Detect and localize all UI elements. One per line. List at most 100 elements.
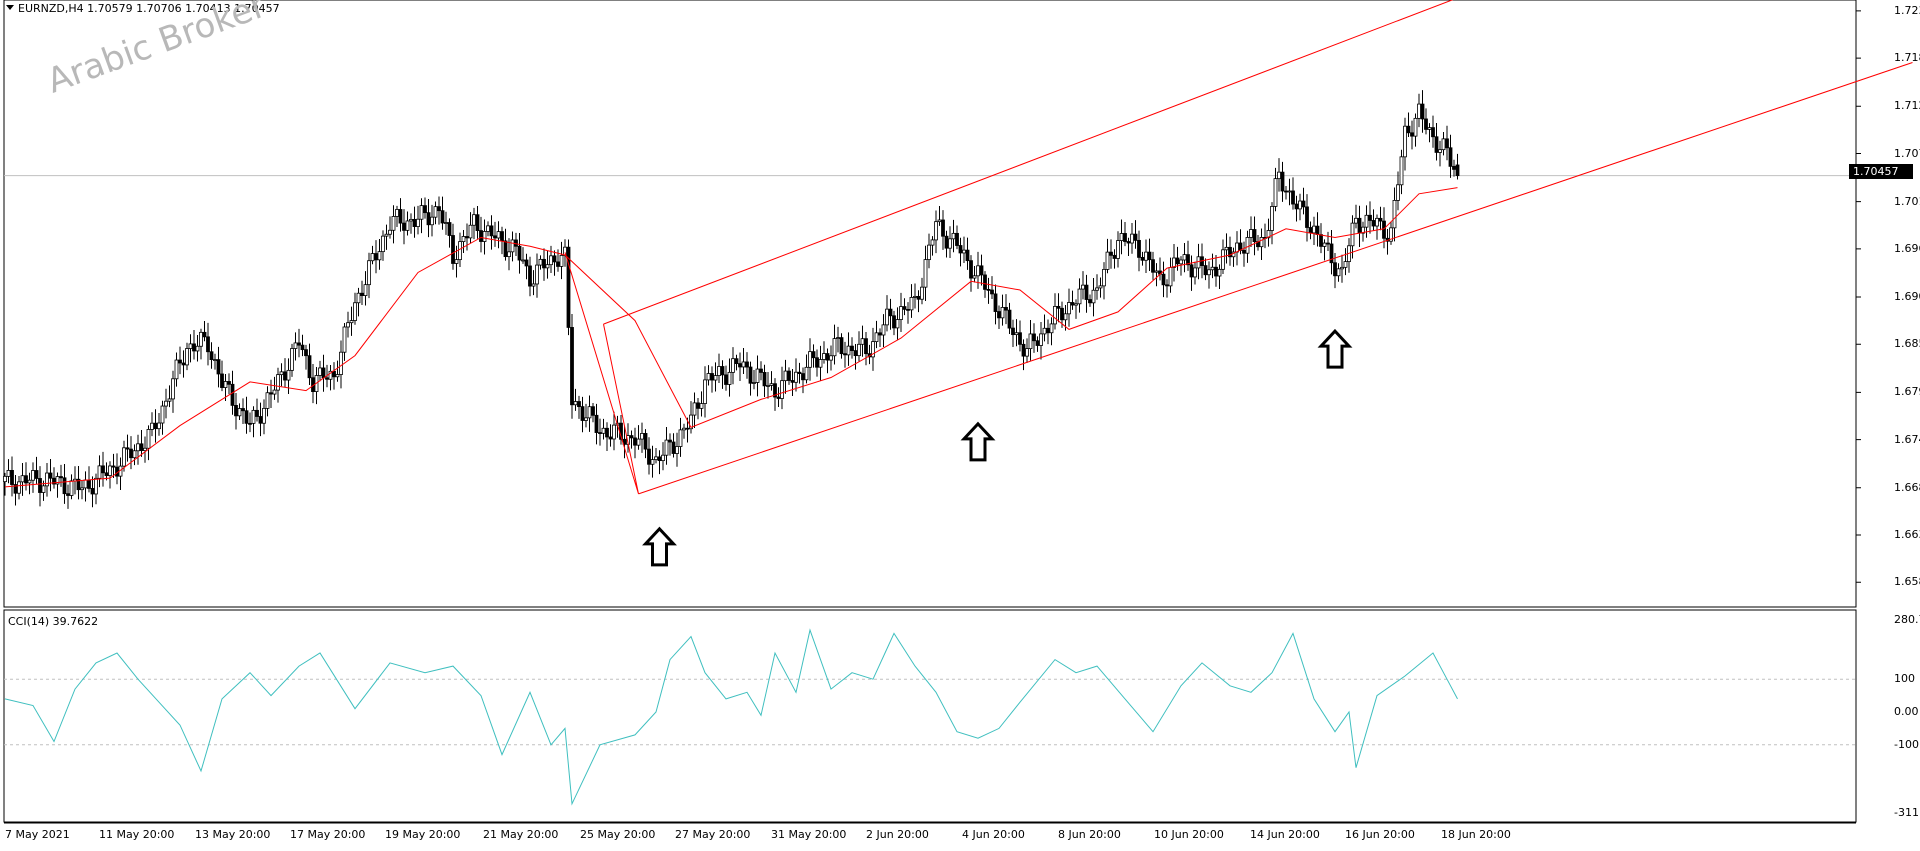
time-tick-label: 27 May 20:00 [675, 828, 751, 841]
candle [1207, 261, 1211, 289]
candle [920, 277, 924, 305]
candle [755, 355, 760, 397]
candle [997, 305, 1001, 329]
candle [1214, 255, 1218, 287]
candle [1042, 314, 1047, 342]
candle [1396, 171, 1400, 211]
candle [1011, 319, 1015, 348]
candle [787, 367, 791, 385]
candle [1284, 185, 1288, 200]
candle [1410, 120, 1414, 150]
candle [395, 205, 399, 228]
candle [174, 352, 179, 387]
up-arrow-annotation-icon [642, 526, 677, 567]
candle [577, 395, 581, 419]
candle [1301, 187, 1306, 215]
candle [94, 473, 98, 505]
candle [227, 373, 231, 395]
candle [262, 399, 266, 435]
candle [524, 253, 529, 280]
candle [153, 409, 158, 443]
candle [510, 231, 515, 262]
candle [1371, 209, 1376, 231]
candle [220, 360, 224, 392]
candle [132, 444, 137, 466]
candle [1291, 177, 1295, 210]
candle [1007, 302, 1012, 335]
candle [517, 232, 522, 274]
candle [825, 348, 830, 374]
candle [493, 221, 497, 247]
candle [860, 325, 865, 357]
candle [1378, 206, 1383, 231]
x-axis [4, 10, 1861, 824]
price-tick-label: 1.67980 [1894, 385, 1920, 399]
candle [419, 198, 424, 234]
candle [930, 236, 935, 256]
candle [157, 412, 161, 436]
candle [265, 386, 270, 417]
candle [1273, 167, 1278, 212]
candle [1427, 123, 1432, 143]
candlestick-series [3, 90, 1460, 509]
candle [367, 252, 371, 299]
candle [916, 290, 921, 313]
candle [1455, 153, 1460, 180]
candle [269, 379, 273, 408]
candle [636, 425, 641, 450]
candle [1252, 216, 1257, 256]
candle [461, 229, 466, 254]
candle [612, 411, 616, 451]
candle [769, 371, 774, 391]
cci-tick-label: 100 [1894, 672, 1915, 686]
candle [206, 322, 210, 366]
candle [66, 484, 70, 509]
candle [234, 393, 238, 430]
candle [45, 462, 49, 497]
candle [409, 213, 413, 234]
candle [923, 245, 928, 301]
candle [598, 418, 602, 446]
candle [710, 366, 714, 393]
candle [853, 343, 858, 370]
cci-tick-label: -100 [1894, 737, 1919, 751]
candle [143, 436, 147, 463]
candle [1025, 338, 1029, 363]
candle [479, 216, 483, 253]
candle [171, 370, 175, 413]
candle [727, 358, 732, 397]
price-tick-label: 1.71800 [1894, 51, 1920, 65]
cci-panel [3, 609, 1857, 823]
candle [1032, 323, 1036, 353]
candle [136, 434, 140, 465]
candle [1179, 256, 1183, 276]
candle [801, 367, 805, 394]
candle [332, 362, 336, 390]
candle [1249, 216, 1253, 247]
candle [797, 362, 802, 384]
candle [857, 331, 861, 362]
candle [731, 347, 735, 385]
candle [416, 205, 420, 235]
time-tick-label: 13 May 20:00 [195, 828, 271, 841]
candle [108, 461, 112, 489]
candle [888, 298, 893, 330]
price-tick-label: 1.71250 [1894, 99, 1920, 113]
candle [223, 374, 228, 402]
price-tick-label: 1.70160 [1894, 194, 1920, 208]
dropdown-triangle-icon[interactable] [6, 5, 14, 10]
candle [1242, 241, 1246, 267]
cci-line [4, 628, 1458, 806]
candle [965, 237, 970, 270]
candle [328, 364, 333, 391]
candle [293, 332, 298, 361]
candle [34, 456, 39, 484]
candle [899, 292, 903, 333]
candle [1081, 271, 1085, 300]
candle [1053, 293, 1057, 330]
candle [346, 311, 350, 338]
candle [671, 433, 676, 458]
candle [1434, 122, 1439, 161]
candle [955, 225, 959, 250]
candle [318, 360, 322, 382]
